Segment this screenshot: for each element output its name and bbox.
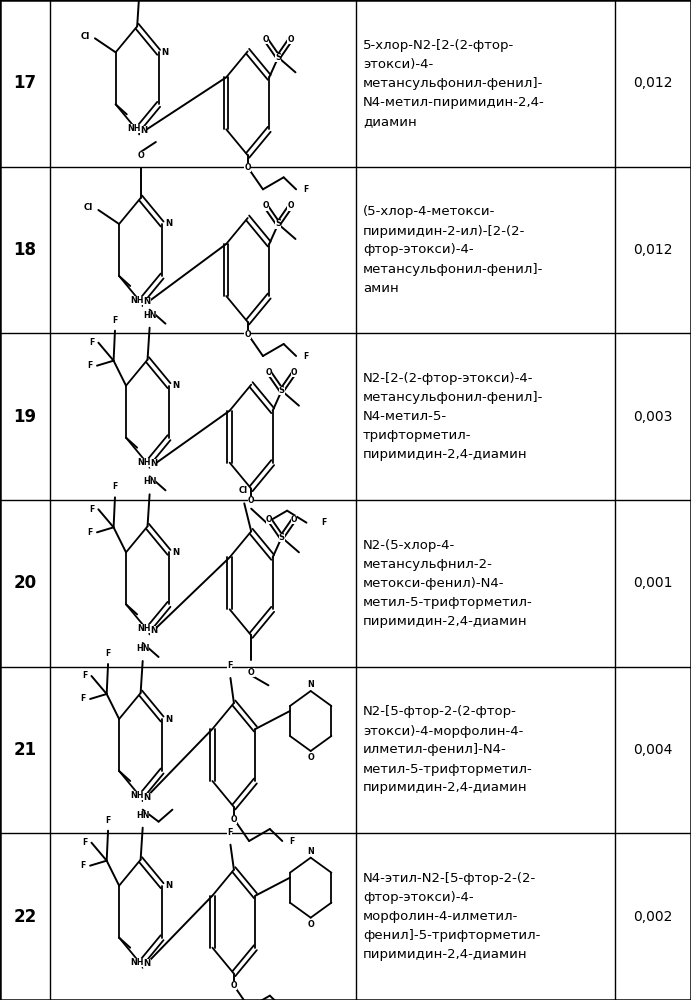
Text: N: N xyxy=(143,959,151,968)
Text: O: O xyxy=(231,814,237,823)
Text: N: N xyxy=(150,459,158,468)
Text: O: O xyxy=(245,163,251,172)
Text: O: O xyxy=(248,496,254,505)
Text: 0,012: 0,012 xyxy=(633,76,673,90)
Text: N2-[5-фтор-2-(2-фтор-
этокси)-4-морфолин-4-
илметил-фенил]-N4-
метил-5-трифторме: N2-[5-фтор-2-(2-фтор- этокси)-4-морфолин… xyxy=(363,706,533,794)
Text: O: O xyxy=(307,920,314,929)
Text: NH: NH xyxy=(138,458,151,467)
Text: F: F xyxy=(81,861,86,870)
Text: 19: 19 xyxy=(13,408,37,426)
Text: O: O xyxy=(291,515,297,524)
Text: 22: 22 xyxy=(13,908,37,926)
Text: 0,001: 0,001 xyxy=(633,576,673,590)
Text: NH: NH xyxy=(131,958,144,967)
Text: O: O xyxy=(266,515,272,524)
Text: NH: NH xyxy=(138,624,151,633)
Text: HN: HN xyxy=(143,311,156,320)
Text: F: F xyxy=(227,828,232,837)
Text: 0,004: 0,004 xyxy=(634,743,672,757)
Text: O: O xyxy=(245,330,251,339)
Text: F: F xyxy=(303,352,308,361)
Text: N: N xyxy=(143,792,151,801)
Text: HN: HN xyxy=(136,644,149,653)
Text: NH: NH xyxy=(131,791,144,800)
Text: 0,002: 0,002 xyxy=(634,910,672,924)
Text: F: F xyxy=(303,185,308,194)
Text: O: O xyxy=(263,35,269,44)
Text: F: F xyxy=(89,505,94,514)
Text: N: N xyxy=(150,626,158,635)
Text: 17: 17 xyxy=(13,74,37,92)
Text: N: N xyxy=(162,48,169,57)
Text: F: F xyxy=(227,661,232,670)
Text: F: F xyxy=(88,361,93,370)
Text: N: N xyxy=(143,298,151,306)
Text: N2-[2-(2-фтор-этокси)-4-
метансульфонил-фенил]-
N4-метил-5-
трифторметил-
пирими: N2-[2-(2-фтор-этокси)-4- метансульфонил-… xyxy=(363,372,543,461)
Text: N: N xyxy=(307,847,314,856)
Text: 18: 18 xyxy=(13,241,37,259)
Text: 5-хлор-N2-[2-(2-фтор-
этокси)-4-
метансульфонил-фенил]-
N4-метил-пиримидин-2,4-
: 5-хлор-N2-[2-(2-фтор- этокси)-4- метансу… xyxy=(363,39,545,128)
Text: F: F xyxy=(81,694,86,703)
Text: F: F xyxy=(289,836,294,845)
Text: N: N xyxy=(165,220,172,229)
Text: O: O xyxy=(231,981,237,990)
Text: S: S xyxy=(278,533,285,542)
Text: N: N xyxy=(165,881,172,890)
Text: (5-хлор-4-метокси-
пиримидин-2-ил)-[2-(2-
фтор-этокси)-4-
метансульфонил-фенил]-: (5-хлор-4-метокси- пиримидин-2-ил)-[2-(2… xyxy=(363,206,543,294)
Text: O: O xyxy=(287,202,294,211)
Text: 0,003: 0,003 xyxy=(634,410,672,424)
Text: N: N xyxy=(172,381,179,390)
Text: F: F xyxy=(106,816,111,825)
Text: F: F xyxy=(106,649,111,658)
Text: O: O xyxy=(248,668,254,677)
Text: N4-этил-N2-[5-фтор-2-(2-
фтор-этокси)-4-
морфолин-4-илметил-
фенил]-5-трифтормет: N4-этил-N2-[5-фтор-2-(2- фтор-этокси)-4-… xyxy=(363,872,540,961)
Text: F: F xyxy=(88,528,93,537)
Text: Cl: Cl xyxy=(80,32,89,41)
Text: 21: 21 xyxy=(13,741,37,759)
Text: S: S xyxy=(278,386,285,395)
Text: NH: NH xyxy=(131,296,144,305)
Text: S: S xyxy=(275,220,281,229)
Text: 20: 20 xyxy=(13,574,37,592)
Text: HN: HN xyxy=(143,477,156,486)
Text: Cl: Cl xyxy=(238,486,247,495)
Text: O: O xyxy=(263,202,269,211)
Text: O: O xyxy=(138,151,144,160)
Text: F: F xyxy=(113,482,117,491)
Text: N: N xyxy=(307,680,314,689)
Text: NH: NH xyxy=(127,124,140,133)
Text: F: F xyxy=(321,518,327,527)
Text: N: N xyxy=(165,714,172,724)
Text: F: F xyxy=(82,671,87,680)
Text: Cl: Cl xyxy=(84,204,93,213)
Text: F: F xyxy=(89,338,94,347)
Text: S: S xyxy=(275,53,281,62)
Text: F: F xyxy=(82,838,87,847)
Text: F: F xyxy=(113,316,117,325)
Text: HN: HN xyxy=(136,811,149,820)
Text: 0,012: 0,012 xyxy=(633,243,673,257)
Text: N2-(5-хлор-4-
метансульфнил-2-
метокси-фенил)-N4-
метил-5-трифторметил-
пиримиди: N2-(5-хлор-4- метансульфнил-2- метокси-ф… xyxy=(363,539,533,628)
Text: N: N xyxy=(172,548,179,557)
Text: O: O xyxy=(307,753,314,762)
Text: O: O xyxy=(287,35,294,44)
Text: O: O xyxy=(266,368,272,377)
Text: N: N xyxy=(140,126,147,135)
Text: O: O xyxy=(291,368,297,377)
